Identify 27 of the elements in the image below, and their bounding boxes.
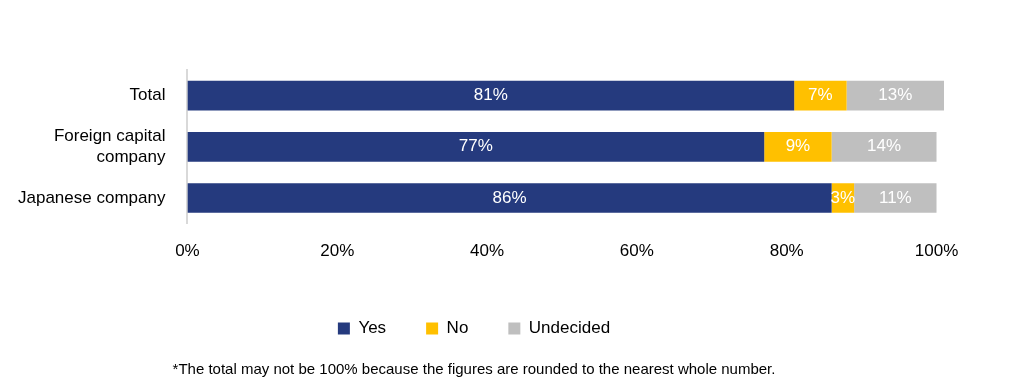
y-tick-label: Japanese company: [17, 187, 166, 207]
x-tick-label: 60%: [619, 241, 654, 261]
legend-label: No: [446, 318, 469, 338]
bar: [187, 80, 795, 111]
x-tick-label: 20%: [320, 241, 355, 261]
data-label: 77%: [458, 136, 493, 156]
data-label: 86%: [492, 187, 527, 207]
data-label: 81%: [473, 85, 508, 105]
data-label: 7%: [808, 85, 833, 105]
x-tick-label: 0%: [175, 241, 200, 261]
x-tick-label: 80%: [769, 241, 804, 261]
legend-label: Yes: [358, 318, 387, 338]
data-label: 14%: [867, 136, 902, 156]
bar: [831, 131, 937, 162]
x-tick-label: 100%: [914, 241, 959, 261]
bar: [187, 131, 765, 162]
bar: [854, 183, 937, 213]
y-tick-label: Total: [129, 85, 166, 105]
data-label: 9%: [785, 136, 811, 156]
legend-label: Undecided: [528, 318, 611, 338]
x-tick-label: 40%: [470, 241, 505, 261]
bar: [764, 131, 832, 162]
bar: [187, 183, 832, 213]
text: *The total may not be 100% because the figures are rounded to the nearest whole number.: [172, 360, 776, 378]
data-label: 13%: [878, 85, 913, 105]
y-tick-label: Foreign capital company: [53, 126, 166, 166]
data-label: 11%: [878, 187, 912, 207]
